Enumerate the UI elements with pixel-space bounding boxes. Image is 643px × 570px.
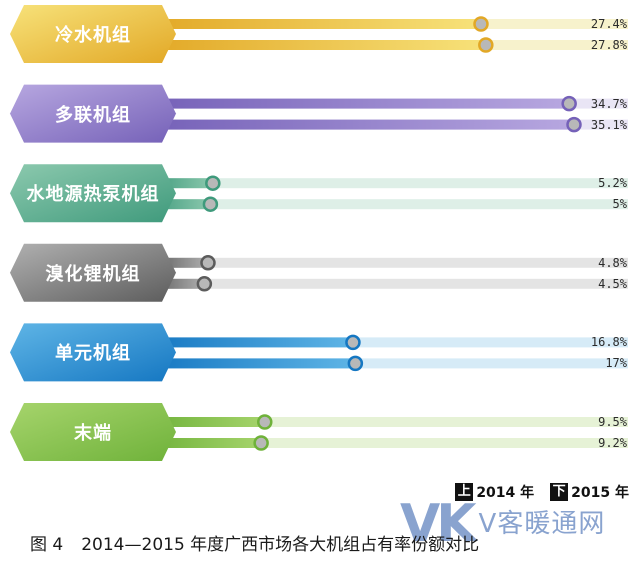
value-label-6-2015: 9.2% bbox=[598, 436, 627, 450]
value-label-5-2014: 16.8% bbox=[591, 335, 627, 349]
category-label-4: 溴化锂机组 bbox=[10, 244, 176, 302]
figure-caption-text: 2014—2015 年度广西市场各大机组占有率份额对比 bbox=[81, 535, 479, 555]
figure-number: 图 4 bbox=[30, 535, 63, 555]
bar-2-2015 bbox=[150, 120, 574, 130]
value-label-6-2014: 9.5% bbox=[598, 415, 627, 429]
bar-end-marker-4-2 bbox=[198, 277, 211, 290]
bar-track-4-1 bbox=[150, 258, 628, 268]
legend-item-2014: 上 2014 年 bbox=[455, 482, 534, 502]
value-label-2-2014: 34.7% bbox=[591, 97, 627, 111]
category-label-6: 末端 bbox=[10, 403, 176, 461]
category-label-5: 单元机组 bbox=[10, 323, 176, 381]
value-label-5-2015: 17% bbox=[605, 356, 627, 370]
bar-end-marker-5-1 bbox=[346, 336, 359, 349]
legend-label-2014: 2014 年 bbox=[476, 482, 534, 502]
legend-key-upper: 上 bbox=[455, 483, 473, 501]
bar-end-marker-3-1 bbox=[206, 177, 219, 190]
bar-5-2014 bbox=[150, 337, 353, 347]
bar-track-3-2 bbox=[150, 199, 628, 209]
category-label-2: 多联机组 bbox=[10, 85, 176, 143]
legend-label-2015: 2015 年 bbox=[571, 482, 629, 502]
bar-1-2015 bbox=[150, 40, 486, 50]
legend-key-lower: 下 bbox=[550, 483, 568, 501]
value-label-1-2015: 27.8% bbox=[591, 38, 627, 52]
bar-end-marker-1-2 bbox=[479, 39, 492, 52]
value-label-3-2014: 5.2% bbox=[598, 176, 627, 190]
bar-2-2014 bbox=[150, 99, 569, 109]
value-label-4-2015: 4.5% bbox=[598, 277, 627, 291]
bar-end-marker-6-1 bbox=[258, 416, 271, 429]
value-label-3-2015: 5% bbox=[613, 197, 627, 211]
value-label-2-2015: 35.1% bbox=[591, 118, 627, 132]
bar-track-4-2 bbox=[150, 279, 628, 289]
category-label-1: 冷水机组 bbox=[10, 5, 176, 63]
value-label-1-2014: 27.4% bbox=[591, 17, 627, 31]
legend: 上 2014 年 下 2015 年 bbox=[439, 482, 629, 502]
value-label-4-2014: 4.8% bbox=[598, 256, 627, 270]
bar-end-marker-2-2 bbox=[568, 118, 581, 131]
legend-item-2015: 下 2015 年 bbox=[550, 482, 629, 502]
category-label-3: 水地源热泵机组 bbox=[10, 164, 176, 222]
bar-end-marker-6-2 bbox=[255, 437, 268, 450]
bar-track-3-1 bbox=[150, 178, 628, 188]
bar-end-marker-1-1 bbox=[474, 18, 487, 31]
bar-end-marker-5-2 bbox=[349, 357, 362, 370]
bar-end-marker-3-2 bbox=[204, 198, 217, 211]
bar-end-marker-2-1 bbox=[563, 97, 576, 110]
bar-1-2014 bbox=[150, 19, 481, 29]
bar-end-marker-4-1 bbox=[201, 256, 214, 269]
bar-5-2015 bbox=[150, 358, 355, 368]
figure-caption: 图 4 2014—2015 年度广西市场各大机组占有率份额对比 bbox=[30, 530, 479, 555]
